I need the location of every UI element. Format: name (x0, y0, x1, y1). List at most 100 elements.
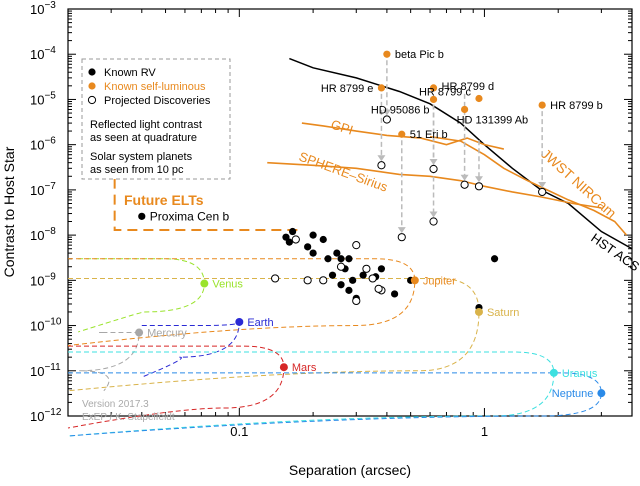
projection-arrowhead (474, 176, 483, 183)
known-rv-point (333, 249, 341, 257)
known-rv-point (328, 271, 337, 279)
projected-rv-point (271, 274, 280, 283)
self-luminous-label: HD 131399 Ab (457, 114, 529, 126)
known-rv-point (359, 271, 367, 279)
legend-rv-label: Known RV (104, 67, 156, 79)
self-luminous-label: HR 8799 e (321, 83, 374, 95)
projected-rv-point (319, 276, 328, 285)
projected-rv-point (291, 235, 300, 244)
contrast-curve-line (289, 57, 633, 250)
planet-points (135, 50, 606, 398)
planet-labels: beta Pic b HR 8799 e HR 8799 dHR 8799 c HD … (147, 49, 603, 400)
known-rv-point (309, 249, 317, 257)
known-rv-point (289, 227, 297, 236)
self-luminous-point (429, 84, 438, 92)
y-tick-label: 10−7 (30, 181, 56, 198)
y-tick-label: 10−3 (30, 0, 56, 17)
projected-discovery-point (377, 161, 386, 170)
self-luminous-label: HR 8799 d (442, 81, 495, 93)
legend-self-luminous-marker (88, 82, 96, 90)
self-luminous-point (460, 105, 469, 114)
y-axis-label: Contrast to Host Star (1, 146, 17, 277)
projection-arrowhead (397, 227, 406, 234)
proxima-point (138, 212, 146, 220)
solar-orbit-curve (79, 332, 140, 392)
solar-planet-point (200, 279, 209, 288)
legend-self-luminous-label: Known self-luminous (104, 81, 206, 93)
solar-planet-point (410, 276, 419, 285)
projected-discovery-point (474, 182, 484, 191)
axis-ticks: 0.1 1 10−12 10−11 10−10 10−9 10−8 10−7 10−6 10−5 1… (30, 0, 633, 439)
known-rv-point (490, 255, 499, 263)
y-tick-label: 10−12 (30, 407, 62, 424)
known-rv-point (390, 290, 399, 298)
known-rv-point (324, 255, 332, 263)
projected-discovery-point (429, 164, 438, 174)
contrast-curve-label: JWST NIRCam (538, 145, 620, 221)
projection-arrows (377, 60, 547, 234)
known-rv-point (377, 265, 386, 273)
plot-frame (67, 8, 633, 417)
proxima-label: Proxima Cen b (150, 209, 230, 223)
solar-planet-point (135, 328, 144, 337)
known-rv-point (304, 243, 312, 251)
solar-planet-label: Earth (247, 317, 273, 329)
projected-discovery-point (460, 180, 469, 189)
known-rv-point (337, 255, 345, 263)
known-rv-point (337, 281, 345, 289)
self-luminous-label: HR 8799 b (550, 100, 603, 112)
projected-discovery-point (538, 187, 547, 197)
projected-rv-point (336, 262, 346, 271)
legend-projected-marker (87, 95, 97, 105)
projected-rv-point (362, 264, 371, 273)
known-rv-point (349, 276, 357, 284)
legend-projected-label: Projected Discoveries (104, 95, 211, 107)
self-luminous-point (383, 50, 391, 58)
y-tick-label: 10−9 (30, 271, 56, 288)
solar-planet-point (474, 307, 483, 316)
legend: Known RV Known self-luminous Projected D… (81, 58, 231, 180)
x-tick-label: 0.1 (230, 424, 248, 439)
solar-orbit-curve (67, 372, 602, 437)
projected-discovery-point (382, 115, 391, 124)
solar-orbit-curve (67, 345, 285, 429)
known-rv-point (285, 238, 293, 246)
projected-rv-point (374, 284, 383, 293)
projection-arrowhead (538, 181, 547, 188)
self-luminous-label: HR 8799 c (419, 86, 471, 98)
future-elts-boundary (113, 162, 299, 231)
solar-planet-point (549, 368, 558, 377)
y-tick-label: 10−11 (30, 362, 61, 379)
known-rv-point (345, 255, 353, 263)
contrast-curve-line (429, 135, 628, 236)
projection-arrowhead (460, 174, 469, 181)
credit-author: ExEP / K. Stapelfeldt (82, 412, 175, 423)
projected-discovery-point (397, 233, 406, 242)
projection-arrowhead (382, 109, 391, 116)
solar-planet-point (235, 317, 244, 326)
solar-orbit-curve (77, 258, 205, 333)
self-luminous-label: 51 Eri b (410, 129, 448, 141)
contrast-curve-label: GPI (329, 117, 355, 138)
projection-arrowhead (429, 211, 438, 218)
solar-planet-point (279, 363, 288, 372)
solar-planet-label: Saturn (487, 307, 519, 319)
self-luminous-label: beta Pic b (395, 49, 444, 61)
y-tick-label: 10−4 (30, 45, 56, 62)
solar-planet-point (597, 389, 606, 398)
legend-note-solar: Solar system planets (90, 151, 193, 163)
self-luminous-point (475, 94, 483, 103)
x-axis-label: Separation (arcsec) (289, 462, 411, 478)
known-rv-point (345, 286, 353, 294)
self-luminous-point (538, 101, 546, 109)
solar-planet-label: Neptune (552, 388, 594, 400)
self-luminous-point (377, 84, 386, 92)
solar-orbit-curve (141, 321, 240, 378)
solar-planet-label: Uranus (562, 368, 598, 380)
y-tick-label: 10−5 (30, 90, 56, 107)
y-tick-label: 10−8 (30, 226, 56, 243)
known-rv-point (319, 235, 327, 244)
projected-rv-point (303, 276, 312, 285)
projected-rv-point (352, 241, 361, 250)
future-elts-box (113, 162, 299, 231)
